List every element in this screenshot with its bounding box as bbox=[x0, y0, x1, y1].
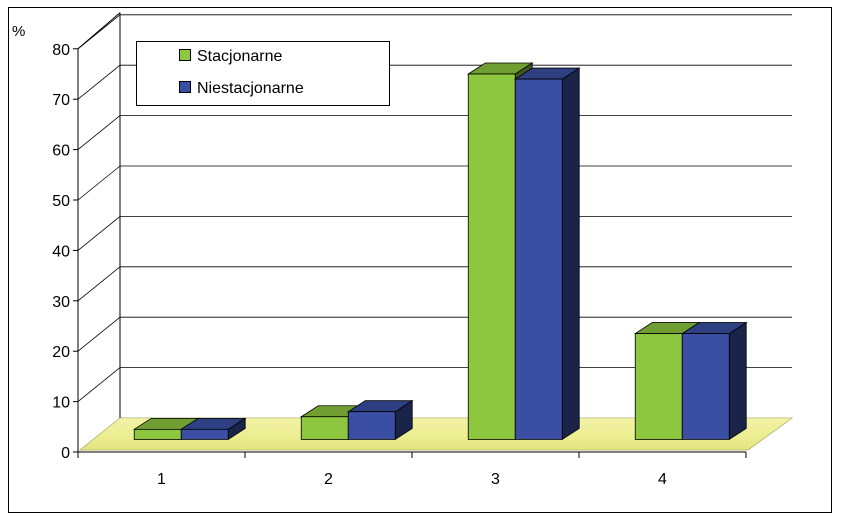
legend-label-stacjonarne: Stacjonarne bbox=[197, 48, 282, 65]
y-tick-label: 50 bbox=[52, 193, 70, 210]
y-tick-label: 70 bbox=[52, 92, 70, 109]
x-tick-label: 3 bbox=[491, 471, 500, 488]
bar-front bbox=[301, 417, 348, 440]
bar bbox=[682, 323, 746, 440]
bar-side bbox=[562, 68, 579, 439]
bar-front bbox=[468, 74, 515, 439]
x-tick-label: 4 bbox=[658, 471, 667, 488]
legend-label-niestacjonarne: Niestacjonarne bbox=[197, 80, 304, 97]
y-tick-label: 0 bbox=[61, 445, 70, 462]
y-tick-label: 10 bbox=[52, 395, 70, 412]
bar-front bbox=[134, 429, 181, 439]
bar-front bbox=[682, 334, 729, 440]
y-tick-label: 80 bbox=[52, 42, 70, 59]
x-tick-label: 1 bbox=[157, 471, 166, 488]
y-tick-label: 60 bbox=[52, 143, 70, 160]
legend-swatch-stacjonarne bbox=[180, 50, 191, 61]
bar-front bbox=[515, 79, 562, 439]
x-tick-label: 2 bbox=[324, 471, 333, 488]
y-tick-label: 30 bbox=[52, 294, 70, 311]
legend-swatch-niestacjonarne bbox=[180, 82, 191, 93]
bar-side bbox=[729, 323, 746, 440]
bar-front bbox=[348, 412, 395, 440]
y-axis-unit: % bbox=[12, 23, 25, 40]
bar bbox=[515, 68, 579, 439]
legend: Stacjonarne Niestacjonarne bbox=[137, 42, 390, 106]
y-tick-label: 20 bbox=[52, 344, 70, 361]
bar-front bbox=[181, 429, 228, 439]
bar bbox=[348, 401, 412, 440]
bar-front bbox=[635, 334, 682, 440]
y-tick-label: 40 bbox=[52, 243, 70, 260]
